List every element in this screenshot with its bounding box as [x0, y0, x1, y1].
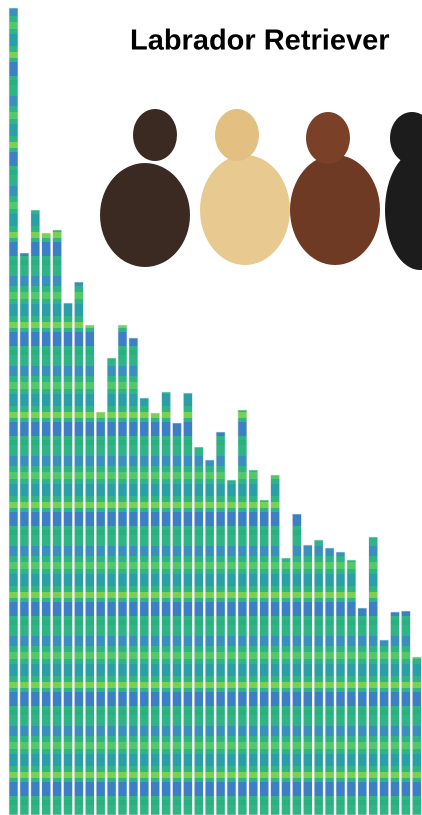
bar	[31, 210, 40, 815]
bar	[96, 412, 105, 815]
bar	[380, 640, 389, 815]
bar	[292, 514, 301, 815]
bar	[282, 558, 291, 815]
bar	[140, 398, 149, 815]
bar	[227, 480, 236, 815]
bar	[205, 460, 214, 815]
bar	[325, 548, 334, 815]
bar	[129, 338, 138, 815]
bar	[9, 8, 18, 815]
bar	[20, 253, 29, 815]
bar	[151, 413, 160, 815]
bar	[118, 325, 127, 815]
dogs-photo	[100, 109, 422, 270]
bar	[53, 230, 62, 815]
bar	[216, 432, 225, 815]
bar	[162, 392, 171, 815]
bar	[358, 608, 367, 815]
bar	[314, 540, 323, 815]
bar	[74, 282, 83, 815]
bar	[194, 447, 203, 815]
chart: Labrador Retriever	[0, 0, 422, 815]
bar	[85, 325, 94, 815]
bar	[303, 545, 312, 815]
bar	[347, 560, 356, 815]
bar	[391, 612, 400, 815]
bar	[249, 470, 258, 815]
bar	[271, 475, 280, 815]
bar	[183, 393, 192, 815]
bar	[64, 303, 73, 815]
chart-title: Labrador Retriever	[130, 25, 390, 57]
bar	[238, 410, 247, 815]
bar	[336, 552, 345, 815]
bar	[42, 233, 51, 815]
bar	[401, 611, 410, 815]
bar	[412, 657, 421, 815]
bar	[260, 500, 269, 815]
bar	[369, 537, 378, 815]
bar	[107, 358, 116, 815]
bar	[173, 423, 182, 815]
